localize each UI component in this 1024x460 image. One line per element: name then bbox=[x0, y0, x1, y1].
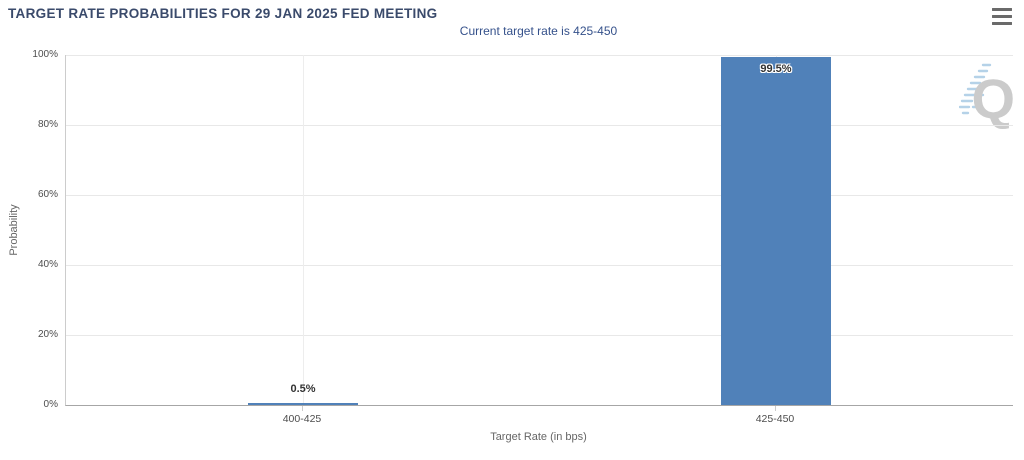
hamburger-menu-icon bbox=[992, 15, 1012, 18]
hamburger-menu-icon bbox=[992, 22, 1012, 25]
x-axis-title: Target Rate (in bps) bbox=[490, 431, 587, 443]
bar-value-label: 99.5% bbox=[760, 63, 792, 75]
category-gridline bbox=[303, 55, 304, 405]
x-tick-mark bbox=[302, 406, 303, 411]
watermark-speedlines-icon bbox=[959, 63, 992, 115]
y-tick-label: 20% bbox=[37, 329, 58, 340]
y-tick-label: 80% bbox=[37, 119, 58, 130]
watermark-q-logo: Q bbox=[971, 67, 1015, 130]
y-gridline bbox=[66, 55, 1013, 56]
y-tick-label: 100% bbox=[32, 49, 58, 60]
x-tick-label: 425-450 bbox=[755, 413, 795, 425]
y-tick-label: 0% bbox=[43, 399, 58, 410]
y-tick-label: 40% bbox=[37, 259, 58, 270]
export-menu-button[interactable] bbox=[992, 7, 1014, 26]
y-gridline bbox=[66, 335, 1013, 336]
bar-400-425[interactable] bbox=[248, 403, 358, 405]
bar-425-450[interactable] bbox=[721, 57, 831, 405]
x-tick-mark bbox=[775, 406, 776, 411]
y-axis-title: Probability bbox=[8, 204, 20, 256]
hamburger-menu-icon bbox=[992, 8, 1012, 11]
y-gridline bbox=[66, 265, 1013, 266]
y-tick-label: 60% bbox=[37, 189, 58, 200]
bar-value-label: 0.5% bbox=[290, 383, 316, 395]
y-gridline bbox=[66, 125, 1013, 126]
chart-subtitle: Current target rate is 425-450 bbox=[459, 24, 618, 38]
x-tick-label: 400-425 bbox=[282, 413, 322, 425]
chart-title: TARGET RATE PROBABILITIES FOR 29 JAN 202… bbox=[8, 6, 438, 21]
quikstrike-watermark: Q bbox=[959, 57, 1017, 137]
y-gridline bbox=[66, 195, 1013, 196]
plot-area: Q 0.5% 99.5% bbox=[65, 55, 1015, 406]
